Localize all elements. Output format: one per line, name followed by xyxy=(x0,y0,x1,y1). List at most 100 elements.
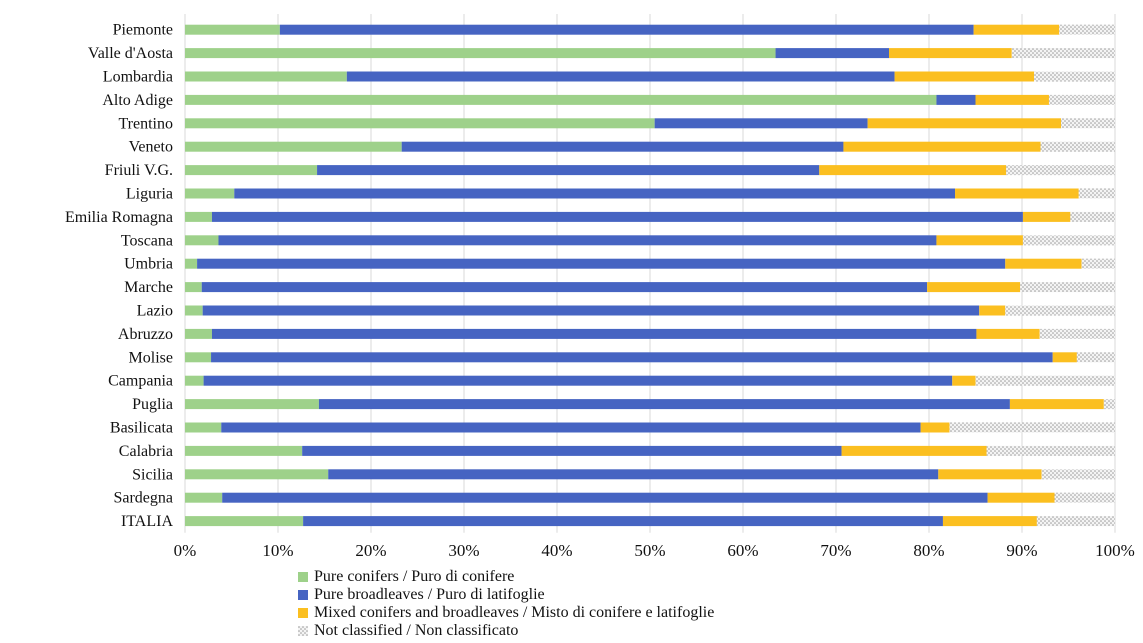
category-label: Calabria xyxy=(119,443,173,460)
category-label: Alto Adige xyxy=(102,92,173,109)
bar-17-series-3 xyxy=(949,422,1115,433)
bar-8-series-1 xyxy=(211,211,1023,222)
bar-13-series-0 xyxy=(185,328,212,339)
bar-6-series-0 xyxy=(185,165,318,176)
bar-6-series-2 xyxy=(819,165,1007,176)
bar-21-series-1 xyxy=(303,516,943,527)
bar-11-series-0 xyxy=(185,282,202,293)
legend-swatch-2 xyxy=(298,608,308,618)
x-tick-label: 40% xyxy=(541,541,572,560)
bar-20-series-2 xyxy=(987,492,1055,503)
bar-20-series-1 xyxy=(222,492,988,503)
bar-15-series-0 xyxy=(185,375,204,386)
category-label: Piemonte xyxy=(113,22,173,39)
bar-14-series-0 xyxy=(185,352,212,363)
bar-21-series-3 xyxy=(1036,516,1115,527)
bar-10-series-1 xyxy=(197,258,1006,269)
bar-3-series-0 xyxy=(185,94,937,105)
bar-14-series-1 xyxy=(211,352,1053,363)
bar-18-series-3 xyxy=(986,445,1115,456)
bar-1-series-3 xyxy=(1011,48,1115,59)
bar-18-series-1 xyxy=(302,445,842,456)
category-label: Valle d'Aosta xyxy=(88,45,173,62)
bar-8-series-2 xyxy=(1022,211,1071,222)
bar-1-series-1 xyxy=(775,48,890,59)
bar-7-series-3 xyxy=(1078,188,1115,199)
bar-19-series-3 xyxy=(1041,469,1115,480)
bar-9-series-0 xyxy=(185,235,219,246)
bar-4-series-2 xyxy=(867,118,1062,129)
legend-swatch-1 xyxy=(298,590,308,600)
bar-4-series-1 xyxy=(654,118,868,129)
bar-13-series-1 xyxy=(211,328,977,339)
bar-7-series-1 xyxy=(234,188,956,199)
bar-11-series-3 xyxy=(1020,282,1115,293)
bar-18-series-2 xyxy=(841,445,987,456)
bar-14-series-2 xyxy=(1052,352,1077,363)
bar-16-series-1 xyxy=(318,399,1010,410)
bar-17-series-0 xyxy=(185,422,222,433)
x-tick-label: 60% xyxy=(727,541,758,560)
legend-label-3: Not classified / Non classificato xyxy=(314,622,518,639)
category-label: Sicilia xyxy=(132,466,173,483)
bar-6-series-3 xyxy=(1006,165,1115,176)
bar-7-series-2 xyxy=(955,188,1079,199)
bar-3-series-3 xyxy=(1048,94,1115,105)
bar-5-series-0 xyxy=(185,141,402,152)
legend-swatch-0 xyxy=(298,572,308,582)
x-tick-label: 70% xyxy=(820,541,851,560)
bar-0-series-0 xyxy=(185,24,280,35)
bar-12-series-0 xyxy=(185,305,203,316)
bar-15-series-3 xyxy=(975,375,1115,386)
category-label: Emilia Romagna xyxy=(65,209,173,226)
bar-10-series-3 xyxy=(1081,258,1115,269)
category-label: Toscana xyxy=(121,232,173,249)
bar-13-series-2 xyxy=(976,328,1040,339)
x-tick-label: 50% xyxy=(634,541,665,560)
category-label: Marche xyxy=(124,279,173,296)
bar-1-series-0 xyxy=(185,48,776,59)
bar-9-series-2 xyxy=(936,235,1023,246)
bar-1-series-2 xyxy=(889,48,1012,59)
category-label: Campania xyxy=(108,373,173,390)
category-label: Molise xyxy=(129,349,173,366)
bar-9-series-1 xyxy=(218,235,937,246)
bar-20-series-3 xyxy=(1054,492,1115,503)
bar-8-series-3 xyxy=(1070,211,1115,222)
bar-10-series-0 xyxy=(185,258,198,269)
x-tick-label: 30% xyxy=(448,541,479,560)
category-label: Umbria xyxy=(124,256,173,273)
bar-5-series-3 xyxy=(1040,141,1115,152)
category-label: Sardegna xyxy=(113,490,173,507)
bar-2-series-2 xyxy=(894,71,1035,82)
bar-18-series-0 xyxy=(185,445,303,456)
x-tick-label: 0% xyxy=(174,541,197,560)
legend-label-1: Pure broadleaves / Puro di latifoglie xyxy=(314,586,545,603)
x-tick-label: 90% xyxy=(1006,541,1037,560)
x-tick-label: 80% xyxy=(913,541,944,560)
bar-2-series-0 xyxy=(185,71,347,82)
bar-0-series-3 xyxy=(1059,24,1115,35)
bar-17-series-2 xyxy=(920,422,950,433)
bar-21-series-2 xyxy=(942,516,1037,527)
bar-17-series-1 xyxy=(221,422,921,433)
x-tick-label: 10% xyxy=(262,541,293,560)
bar-11-series-1 xyxy=(201,282,928,293)
category-label: Trentino xyxy=(118,115,173,132)
bar-12-series-1 xyxy=(202,305,980,316)
legend-swatch-3 xyxy=(298,626,308,636)
bar-3-series-1 xyxy=(936,94,976,105)
category-label: Liguria xyxy=(126,186,173,203)
bar-11-series-2 xyxy=(927,282,1021,293)
bar-15-series-1 xyxy=(203,375,953,386)
bar-13-series-3 xyxy=(1039,328,1115,339)
bar-19-series-2 xyxy=(938,469,1042,480)
x-tick-labels: 0% 10% 20% 30% 40% 50% 60% 70% 80% 90% 100% xyxy=(174,541,1135,560)
bar-9-series-3 xyxy=(1022,235,1115,246)
category-label: Lombardia xyxy=(103,69,173,86)
bar-8-series-0 xyxy=(185,211,212,222)
bar-12-series-3 xyxy=(1005,305,1115,316)
category-label: Puglia xyxy=(132,396,173,413)
bar-14-series-3 xyxy=(1076,352,1115,363)
bar-4-series-0 xyxy=(185,118,655,129)
